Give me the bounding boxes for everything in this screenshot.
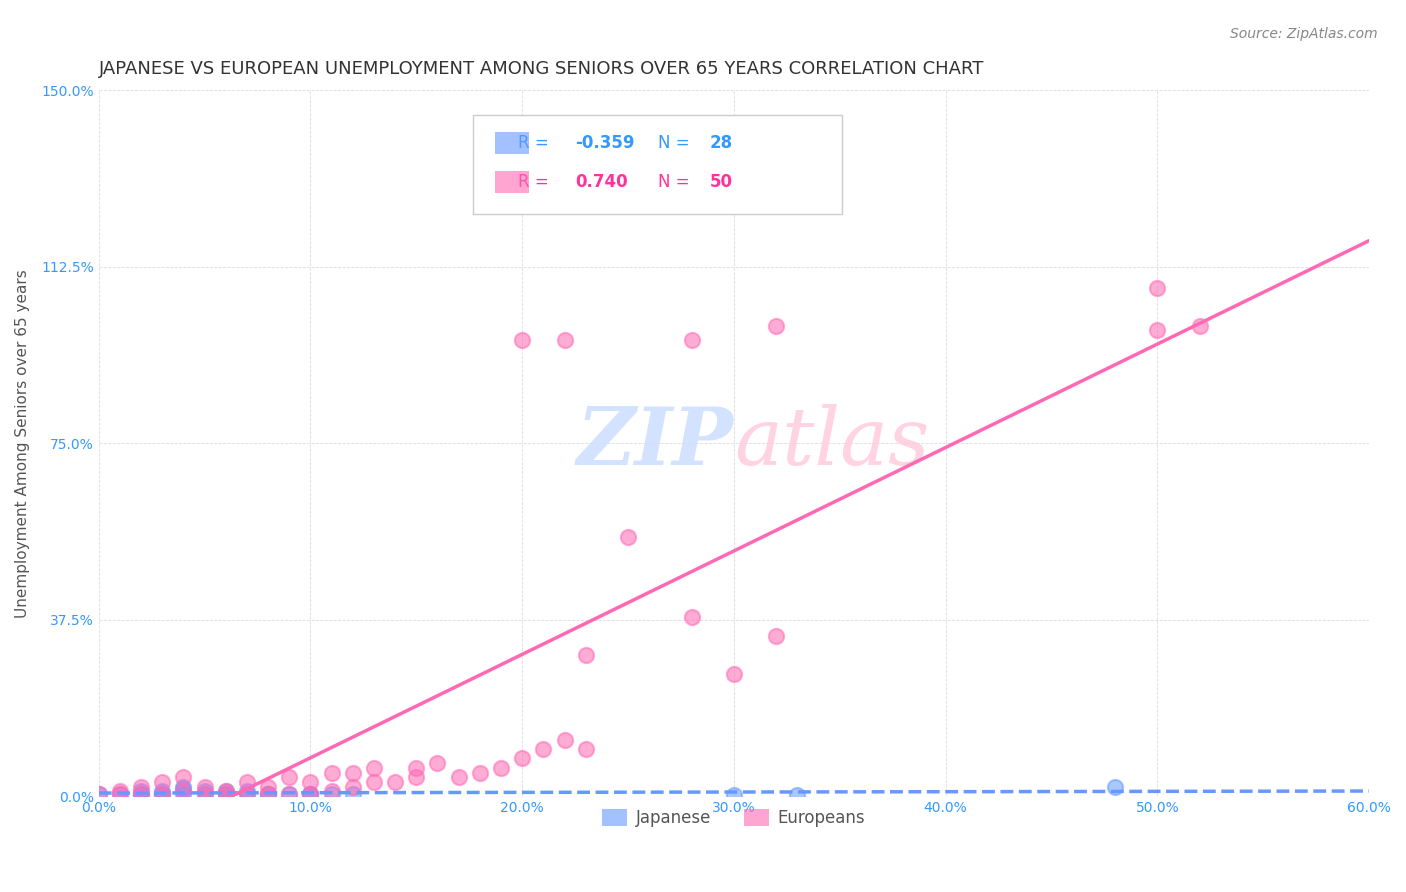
Point	[426, 756, 449, 771]
Point	[299, 787, 322, 801]
Text: 0.740: 0.740	[575, 173, 627, 191]
FancyBboxPatch shape	[495, 132, 530, 154]
Point	[236, 784, 259, 798]
Text: atlas: atlas	[734, 404, 929, 482]
Point	[1188, 318, 1211, 333]
Text: -0.359: -0.359	[575, 134, 634, 153]
Point	[172, 787, 194, 801]
Point	[363, 761, 385, 775]
Point	[1104, 780, 1126, 794]
Point	[299, 787, 322, 801]
Point	[129, 780, 152, 794]
Point	[299, 787, 322, 801]
Point	[489, 761, 512, 775]
Point	[150, 787, 173, 801]
Text: R =: R =	[517, 173, 554, 191]
Point	[531, 742, 554, 756]
Point	[723, 666, 745, 681]
Point	[172, 770, 194, 784]
Point	[194, 787, 217, 801]
Text: R =: R =	[517, 134, 554, 153]
Point	[172, 782, 194, 797]
Point	[150, 784, 173, 798]
Point	[342, 765, 364, 780]
Point	[172, 780, 194, 794]
Point	[150, 787, 173, 801]
Point	[236, 787, 259, 801]
Point	[150, 775, 173, 789]
Point	[510, 333, 533, 347]
Point	[215, 784, 238, 798]
Point	[1146, 323, 1168, 337]
Point	[108, 787, 131, 801]
Text: Source: ZipAtlas.com: Source: ZipAtlas.com	[1230, 27, 1378, 41]
Point	[215, 787, 238, 801]
FancyBboxPatch shape	[474, 115, 842, 214]
Point	[236, 775, 259, 789]
Text: 50: 50	[710, 173, 733, 191]
Point	[1146, 281, 1168, 295]
Point	[194, 784, 217, 798]
Text: JAPANESE VS EUROPEAN UNEMPLOYMENT AMONG SENIORS OVER 65 YEARS CORRELATION CHART: JAPANESE VS EUROPEAN UNEMPLOYMENT AMONG …	[98, 60, 984, 78]
Point	[617, 530, 640, 544]
Point	[321, 784, 343, 798]
Point	[384, 775, 406, 789]
Point	[342, 780, 364, 794]
Point	[257, 787, 280, 801]
Point	[786, 788, 808, 802]
Point	[129, 787, 152, 801]
Point	[108, 787, 131, 801]
FancyBboxPatch shape	[495, 170, 530, 194]
Point	[765, 318, 787, 333]
Point	[236, 787, 259, 801]
Legend: Japanese, Europeans: Japanese, Europeans	[596, 802, 872, 834]
Point	[405, 761, 427, 775]
Point	[194, 780, 217, 794]
Point	[278, 770, 301, 784]
Text: 28: 28	[710, 134, 733, 153]
Point	[575, 742, 598, 756]
Point	[342, 787, 364, 801]
Point	[681, 610, 703, 624]
Point	[510, 751, 533, 765]
Point	[215, 784, 238, 798]
Point	[554, 333, 576, 347]
Point	[87, 787, 110, 801]
Point	[575, 648, 598, 662]
Point	[321, 765, 343, 780]
Point	[257, 780, 280, 794]
Y-axis label: Unemployment Among Seniors over 65 years: Unemployment Among Seniors over 65 years	[15, 268, 30, 617]
Text: N =: N =	[658, 134, 695, 153]
Point	[299, 775, 322, 789]
Point	[405, 770, 427, 784]
Text: ZIP: ZIP	[576, 404, 734, 482]
Point	[681, 333, 703, 347]
Point	[150, 787, 173, 801]
Point	[129, 787, 152, 801]
Point	[108, 784, 131, 798]
Point	[129, 787, 152, 801]
Point	[554, 732, 576, 747]
Point	[257, 787, 280, 801]
Point	[321, 787, 343, 801]
Point	[765, 629, 787, 643]
Text: N =: N =	[658, 173, 695, 191]
Point	[257, 787, 280, 801]
Point	[129, 784, 152, 798]
Point	[278, 787, 301, 801]
Point	[468, 765, 491, 780]
Point	[278, 787, 301, 801]
Point	[215, 787, 238, 801]
Point	[363, 775, 385, 789]
Point	[215, 787, 238, 801]
Point	[723, 788, 745, 802]
Point	[194, 787, 217, 801]
Point	[87, 787, 110, 801]
Point	[172, 784, 194, 798]
Point	[447, 770, 470, 784]
